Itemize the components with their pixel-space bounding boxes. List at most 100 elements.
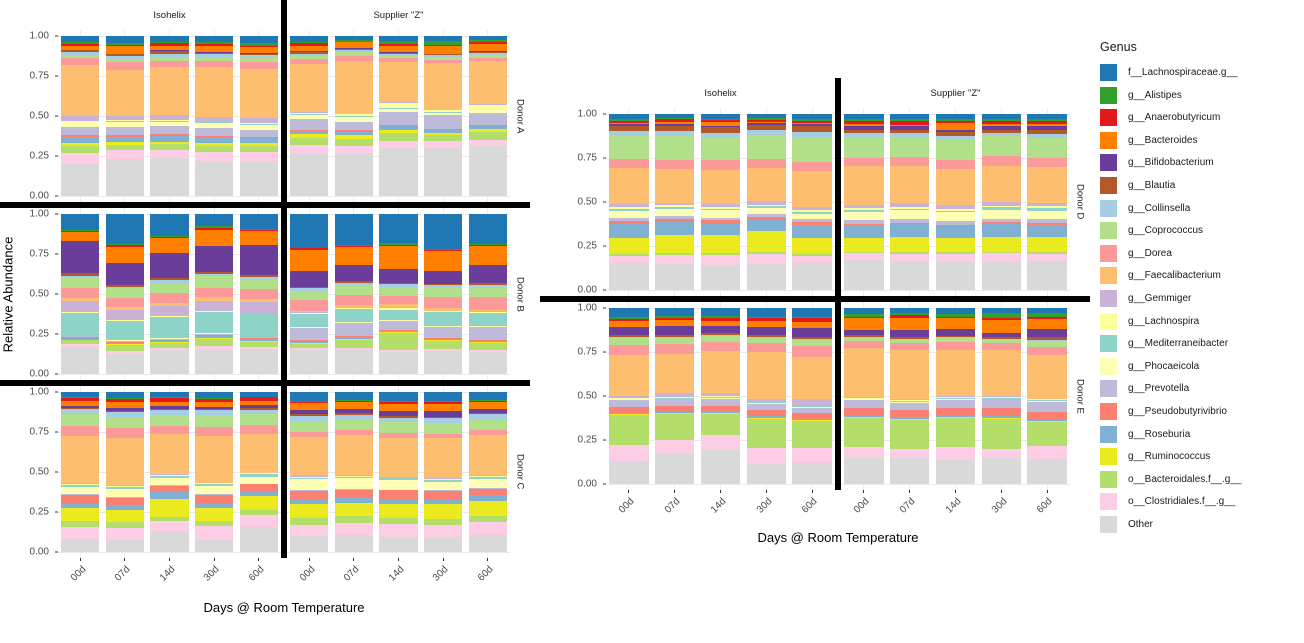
bar-segment [290,46,329,52]
bar-segment [150,302,189,307]
stacked-bar [935,308,976,484]
bar-segment [792,328,832,337]
bar-segment [844,126,884,130]
bar-segment [1027,399,1067,401]
bar-segment [334,489,374,498]
bar-slot [287,392,332,552]
y-tick-mark [55,253,58,255]
bar-segment [61,502,100,508]
bar-segment [290,326,329,328]
bar-segment [105,136,145,143]
bar-segment [61,46,100,50]
x-axis: 00d 07d 14d 30d 60d [287,558,510,600]
bar-segment [61,58,100,65]
bar-segment [609,207,649,209]
bar-segment [334,47,374,49]
bar-segment [194,214,234,227]
bar-segment [609,114,649,120]
bar-segment [609,238,649,255]
bar-slot [887,114,933,290]
bar-segment [844,316,884,319]
bar-segment [1027,400,1067,402]
bar-segment [935,237,976,253]
bar-segment [700,396,741,398]
bar-segment [700,206,741,209]
bar-segment [655,119,695,123]
bar-segment [334,339,374,348]
bar-segment [334,294,374,305]
bar-segment [792,207,832,210]
bar-segment [105,320,145,322]
bar-segment [609,327,649,336]
bar-segment [61,397,100,401]
bar-segment [935,224,976,227]
bar-slot [287,36,332,196]
x-tick-label: 07d [113,564,133,584]
bar-slot [376,36,421,196]
bar-segment [105,341,145,343]
y-tick-label: 0.50 [577,390,597,402]
legend-entry-label: g__Dorea [1128,247,1172,259]
stacked-bar [746,114,786,290]
bar-segment [700,413,741,414]
x-tick-mark [308,558,310,561]
stacked-bar [792,308,832,484]
bar-segment [194,275,234,288]
bar-segment [844,211,884,221]
bar-segment [890,416,930,419]
bar-segment [423,130,463,133]
bar-segment [334,400,374,401]
bar-segment [61,122,100,128]
bar-segment [334,429,374,435]
stacked-bar [792,114,832,290]
bar-segment [61,146,100,153]
bar-segment [700,411,741,414]
y-tick-label: 0.25 [29,328,49,340]
bar-segment [290,288,329,291]
bar-segment [290,115,329,120]
bar-segment [379,307,418,309]
bar-segment [792,218,832,222]
bar-segment [700,138,741,161]
stacked-bar [150,36,189,196]
bar-segment [609,254,649,257]
bar-segment [468,341,507,343]
bar-segment [334,42,374,48]
bar-segment [700,413,741,435]
stacked-bar [290,392,329,552]
bar-segment [423,115,463,129]
bar-segment [423,54,463,56]
bar-segment [61,484,100,485]
bar-segment [655,114,695,119]
bar-segment [150,396,189,398]
bar-segment [890,121,930,125]
bar-segment [981,339,1021,344]
x-tick-mark [811,490,813,493]
bar-segment [194,57,234,61]
bar-segment [290,415,329,421]
bar-segment [700,204,741,207]
bar-segment [981,210,1021,219]
bar-segment [981,165,1021,203]
facet-panel [606,302,835,490]
bar-segment [423,251,463,271]
bar-segment [194,410,234,416]
facet-divider-vertical [835,78,841,490]
bar-segment [150,125,189,135]
facet-strip-right-label: Donor D [1074,184,1086,220]
bar-segment [61,337,100,338]
legend-item: g__Coprococcus [1100,222,1300,240]
bar-segment [890,419,930,449]
legend-swatch-color [1100,335,1117,353]
stacked-bar [700,114,741,290]
bar-slot [421,36,466,196]
legend: Genus f__Lachnospiraceae.g__ g__Alistipes… [1100,40,1300,538]
legend-entry-label: g__Roseburia [1128,428,1191,440]
bar-segment [150,282,189,294]
bar-slot [606,308,652,484]
bar-segment [290,524,329,536]
bar-segment [150,214,189,237]
legend-title: Genus [1100,40,1137,54]
y-tick-mark [55,431,58,433]
bar-segment [61,409,100,414]
